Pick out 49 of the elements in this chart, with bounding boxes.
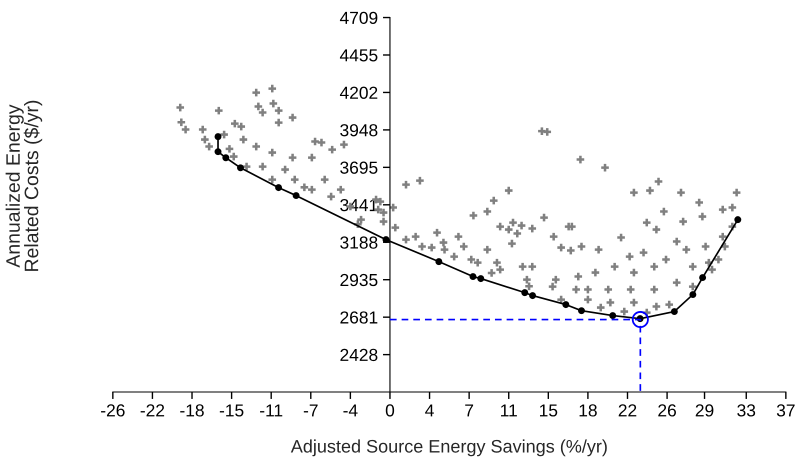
point (214, 133, 222, 140)
x-tick-label: -4 (343, 404, 358, 416)
x-tick-label: 33 (737, 404, 756, 417)
point (521, 289, 528, 296)
x-tick-label: -22 (140, 404, 164, 416)
x-tick-label: 4 (425, 404, 434, 416)
x-tick-label: 22 (618, 404, 636, 416)
point (562, 301, 570, 308)
point (470, 273, 476, 280)
y-tick-label: 2428 (340, 348, 378, 362)
x-tick-label: 18 (580, 404, 597, 417)
point (699, 274, 706, 282)
y-tick-label: 3188 (340, 236, 378, 249)
point (670, 308, 678, 316)
point (222, 154, 230, 162)
y-tick-label: 4709 (340, 12, 378, 24)
x-tick-label: -7 (304, 404, 318, 416)
point (435, 258, 442, 266)
y-axis-title: Annualized Energy Related Costs ($/yr) (6, 100, 42, 271)
point (382, 236, 390, 244)
y-tick-label: 2681 (340, 311, 378, 324)
point (214, 148, 222, 156)
point (275, 184, 282, 192)
point (292, 192, 300, 200)
point (477, 275, 484, 282)
point (632, 311, 649, 328)
y-tick-label: 4455 (340, 49, 378, 62)
point (529, 292, 536, 300)
y-tick-label: 4202 (340, 86, 378, 99)
point (578, 307, 585, 314)
x-tick-label: 26 (658, 404, 676, 417)
x-tick-label: 7 (465, 404, 474, 416)
x-tick-label: 15 (540, 404, 558, 417)
y-tick-label: 3695 (340, 162, 378, 174)
x-tick-label: -11 (260, 404, 282, 416)
y-tick-label: 3948 (340, 124, 378, 136)
x-tick-label: 37 (776, 404, 795, 417)
x-tick-label: 0 (386, 404, 394, 417)
x-axis-title: Adjusted Source Energy Savings (%/yr) (290, 439, 607, 456)
x-tick-label: 11 (501, 404, 517, 416)
x-tick-label: -15 (220, 404, 244, 417)
point (689, 291, 696, 298)
x-tick-label: 29 (696, 404, 714, 417)
y-tick-label: 2935 (340, 274, 378, 286)
x-tick-label: -26 (101, 404, 125, 417)
point (237, 164, 244, 172)
point (734, 216, 742, 224)
x-tick-label: -18 (180, 404, 204, 417)
point (609, 312, 616, 320)
